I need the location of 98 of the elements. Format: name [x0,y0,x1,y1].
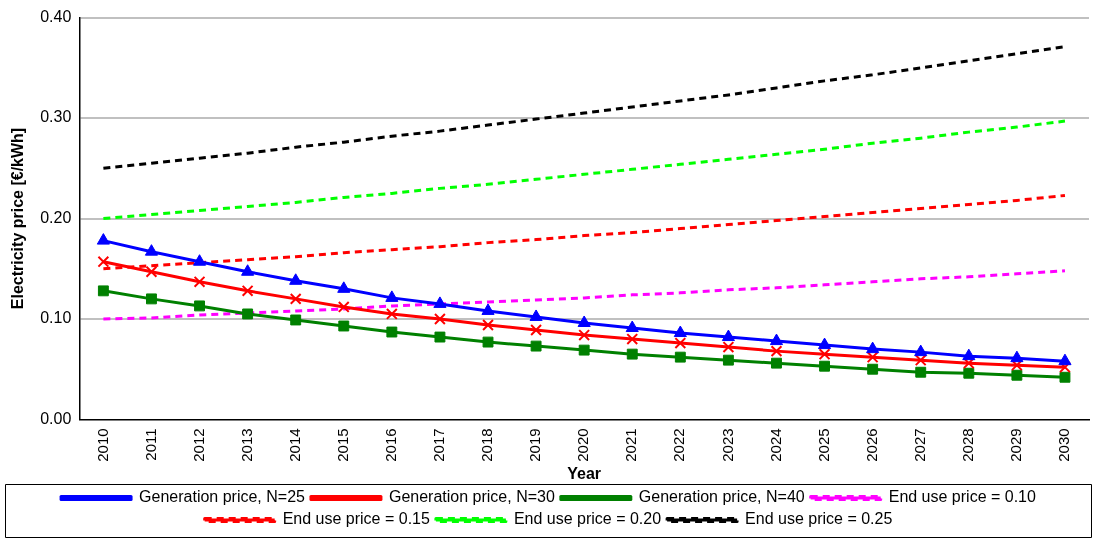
point [914,354,927,367]
line-series [101,119,1067,221]
point [433,296,447,308]
x-tick-label: 2026 [862,428,880,462]
x-tick-label: 2028 [958,428,976,462]
x-tick-label: 2010 [93,428,111,462]
point [97,255,110,268]
y-tick-label: 0.30 [40,108,72,126]
point [482,319,494,331]
x-tick-label: 2018 [478,428,496,462]
point [915,366,927,378]
point [866,351,879,364]
x-tick-label: 2012 [189,428,207,462]
point [241,264,255,276]
point [194,300,205,312]
point [290,314,302,326]
point [769,333,784,346]
point [962,357,975,370]
legend-label: Generation price, N=40 [638,488,805,506]
x-tick-label: 2025 [814,428,832,462]
x-tick-label: 2016 [381,428,399,462]
x-tick-label: 2023 [718,428,736,462]
point [1058,353,1072,366]
y-tick-label: 0.20 [40,208,72,226]
legend-label: Generation price, N=25 [139,488,306,506]
point [144,244,159,256]
point [433,313,446,325]
point [578,344,590,356]
point [722,341,735,354]
y-tick-label: 0.40 [40,8,72,26]
point [337,300,350,313]
legend-label: End use price = 0.10 [888,488,1037,506]
point [625,320,639,333]
point [722,354,734,366]
x-tick-label: 2017 [430,428,448,462]
point [674,351,686,363]
x-tick-label: 2029 [1007,428,1025,462]
point [145,265,158,278]
x-tick-label: 2014 [285,428,303,462]
point [338,320,350,332]
point [1011,369,1023,381]
point [818,337,832,350]
point [1010,350,1024,363]
x-axis-title: Year [567,464,602,482]
x-tick-label: 2019 [526,428,544,462]
point [193,275,206,288]
point [289,273,303,285]
point [530,324,543,336]
point [1059,371,1071,383]
point [673,325,687,338]
y-tick-label: 0.00 [40,409,72,427]
point [771,357,782,369]
y-axis-title: Electricity price [€/kWh] [9,127,27,310]
x-tick-label: 2024 [766,428,784,462]
point [867,363,879,375]
x-tick-label: 2030 [1055,428,1073,462]
point [482,336,494,348]
legend-label: Generation price, N=30 [388,488,555,506]
y-tick-label: 0.10 [40,309,72,327]
x-tick-label: 2020 [574,428,592,462]
x-tick-label: 2015 [333,428,351,462]
point [385,308,398,320]
point [626,333,639,346]
point [866,341,880,354]
point [146,293,157,305]
point [96,233,110,245]
point [192,254,207,266]
point [963,367,975,379]
point [674,337,687,350]
legend-label: End use price = 0.20 [513,510,662,528]
point [819,360,831,372]
point [529,309,543,321]
point [241,284,254,297]
point [97,285,109,297]
point [818,348,831,361]
point [242,308,254,320]
point [770,345,783,358]
point [626,348,638,360]
x-tick-label: 2022 [670,428,688,462]
point [434,331,446,343]
point [962,348,976,361]
x-tick-label: 2027 [910,428,928,462]
point [385,290,399,302]
line-series [101,269,1067,321]
x-tick-label: 2011 [141,428,159,461]
point [481,303,495,315]
point [914,344,928,357]
legend-label: End use price = 0.15 [282,510,430,528]
point [386,326,398,338]
x-tick-label: 2013 [237,428,255,462]
point [578,329,591,341]
point [337,281,351,293]
point [721,329,735,342]
legend-label: End use price = 0.25 [745,510,893,528]
x-tick-label: 2021 [622,428,640,462]
point [577,315,591,327]
point [289,292,302,305]
point [530,340,542,352]
